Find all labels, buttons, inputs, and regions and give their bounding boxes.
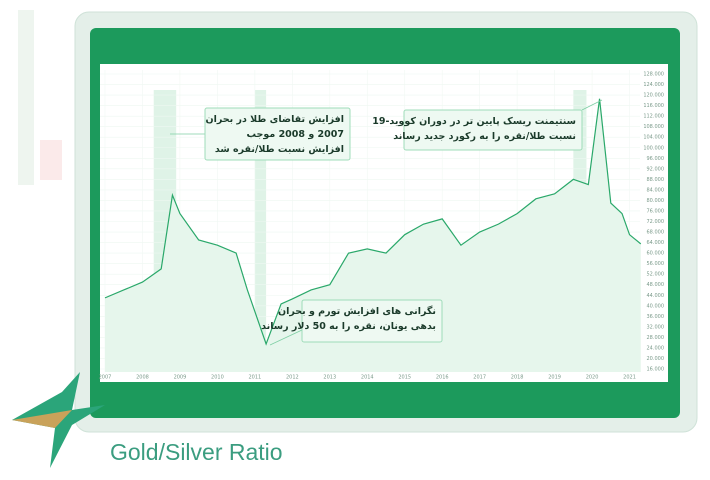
- annotation-text: 2007 و 2008 موجب: [247, 129, 345, 140]
- y-tick-label: 116.000: [643, 103, 664, 109]
- x-tick-label: 2012: [286, 375, 299, 381]
- x-tick-label: 2016: [436, 375, 449, 381]
- x-tick-label: 2021: [623, 375, 636, 381]
- x-tick-label: 2014: [361, 375, 374, 381]
- y-tick-label: 64.000: [647, 240, 665, 246]
- x-tick-label: 2007: [99, 375, 112, 381]
- y-tick-label: 68.000: [647, 230, 665, 236]
- x-tick-label: 2008: [136, 375, 149, 381]
- x-tick-label: 2018: [511, 375, 524, 381]
- annotation-text: بدهی یونان، نقره را به 50 دلار رساند: [261, 321, 436, 332]
- y-tick-label: 76.000: [647, 208, 665, 214]
- annotation-text: سنتیمنت ریسک پایین تر در دوران کووید-19: [372, 116, 576, 127]
- area: [105, 98, 641, 373]
- line: [104, 98, 642, 346]
- y-tick-label: 128.000: [643, 72, 664, 78]
- y-tick-label: 120.000: [643, 93, 664, 99]
- y-tick-label: 124.000: [643, 82, 664, 88]
- y-tick-label: 32.000: [647, 324, 665, 330]
- annotation-text: نگرانی های افزایش تورم و بحران: [278, 305, 436, 317]
- highlight-band: [254, 90, 267, 372]
- y-tick-label: 44.000: [647, 293, 665, 299]
- y-tick-label: 52.000: [647, 272, 665, 278]
- x-tick-label: 2013: [323, 375, 336, 381]
- x-tick-label: 2009: [174, 375, 187, 381]
- plot: 16.000 20.000 24.000 28.000 32.000 36.000 40.0…: [99, 70, 664, 381]
- annotation-box: [403, 109, 583, 151]
- y-tick-label: 60.000: [647, 251, 665, 257]
- y-tick-label: 84.000: [647, 187, 665, 193]
- annotation-box: [301, 299, 443, 343]
- y-tick-label: 56.000: [647, 261, 665, 267]
- y-tick-label: 20.000: [647, 356, 665, 362]
- annotation-text: نسبت طلا/نقره را به رکورد جدید رساند: [393, 131, 576, 142]
- y-tick-label: 72.000: [647, 219, 665, 225]
- x-tick-label: 2010: [211, 375, 224, 381]
- y-tick-label: 36.000: [647, 314, 665, 320]
- decor-candle: [40, 140, 62, 180]
- x-tick-label: 2019: [548, 375, 561, 381]
- logo: [12, 410, 72, 428]
- annotation-text: افزایش نسبت طلا/نقره شد: [215, 144, 344, 155]
- x-tick-label: 2020: [586, 375, 599, 381]
- y-tick-label: 88.000: [647, 177, 665, 183]
- y-tick-label: 104.000: [643, 135, 664, 141]
- y-tick-label: 112.000: [643, 114, 664, 120]
- y-tick-label: 16.000: [647, 367, 665, 373]
- leader-line: [269, 329, 303, 346]
- x-tick-label: 2017: [473, 375, 486, 381]
- y-tick-label: 40.000: [647, 303, 665, 309]
- y-tick-label: 92.000: [647, 166, 665, 172]
- y-tick-label: 48.000: [647, 282, 665, 288]
- y-tick-label: 100.000: [643, 145, 664, 151]
- annotation-box: [204, 107, 351, 161]
- x-tick-label: 2011: [248, 375, 261, 381]
- decor-candle: [18, 10, 34, 185]
- y-tick-label: 108.000: [643, 124, 664, 130]
- y-tick-label: 96.000: [647, 156, 665, 162]
- brand-title: Gold/Silver Ratio: [110, 439, 283, 465]
- x-tick-label: 2015: [398, 375, 411, 381]
- annotation-text: افزایش تقاضای طلا در بحران: [206, 114, 345, 125]
- y-tick-label: 28.000: [647, 335, 665, 341]
- y-tick-label: 80.000: [647, 198, 665, 204]
- y-tick-label: 24.000: [647, 345, 665, 351]
- leader-line: [581, 99, 603, 111]
